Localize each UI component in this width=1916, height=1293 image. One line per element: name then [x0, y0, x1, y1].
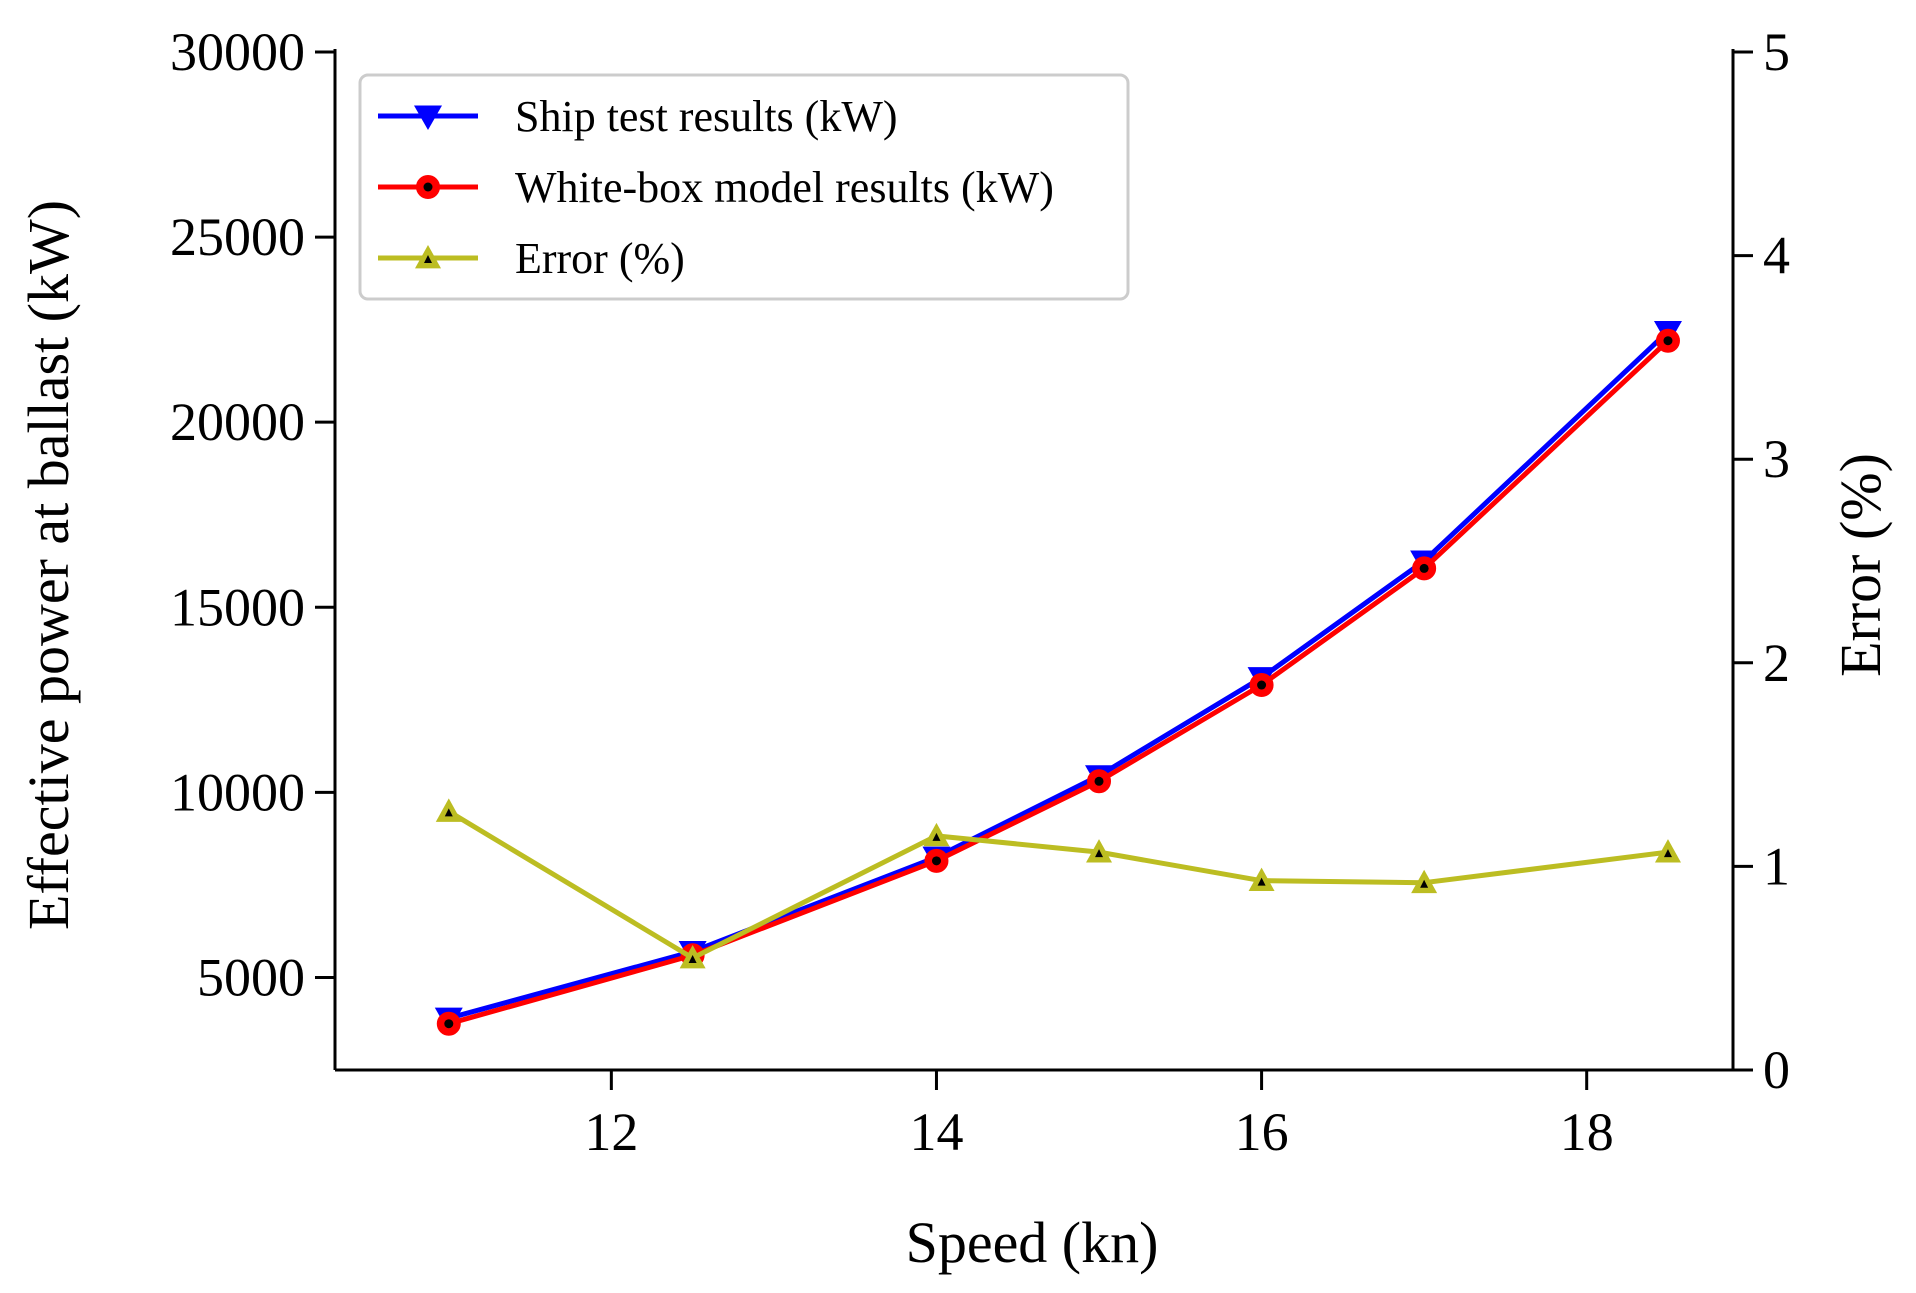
x-tick-label: 16 — [1235, 1102, 1289, 1162]
y2-tick-label: 5 — [1763, 22, 1790, 82]
series-1 — [434, 320, 1682, 1033]
y-axis-label: Effective power at ballast (kW) — [16, 200, 81, 930]
y-tick-label: 15000 — [170, 577, 305, 637]
y-tick-label: 20000 — [170, 392, 305, 452]
y2-tick-label: 0 — [1763, 1040, 1790, 1100]
series-3 — [435, 798, 1681, 969]
legend-entry: Ship test results (kW) — [378, 92, 898, 141]
y2-tick-label: 1 — [1763, 836, 1790, 896]
data-point-center — [688, 955, 697, 964]
data-point-center — [1663, 849, 1672, 858]
data-point-center — [1094, 776, 1104, 786]
y2-tick-label: 3 — [1763, 429, 1790, 489]
x-axis-label: Speed (kn) — [906, 1210, 1159, 1275]
data-point-center — [1095, 849, 1104, 858]
y2-tick-label: 4 — [1763, 226, 1790, 286]
y-tick-label: 30000 — [170, 22, 305, 82]
y2-tick-label: 2 — [1763, 633, 1790, 693]
legend-entries: Ship test results (kW) White-box model re… — [378, 92, 1054, 283]
x-tick-label: 18 — [1560, 1102, 1614, 1162]
series-line — [448, 329, 1670, 1021]
data-point-center — [1420, 879, 1429, 888]
legend-marker-center — [424, 255, 432, 263]
data-point-center — [1257, 680, 1267, 690]
series-line — [447, 809, 1669, 961]
series-layer — [434, 320, 1682, 1036]
legend-label: White-box model results (kW) — [515, 163, 1054, 212]
data-point-center — [1257, 877, 1266, 886]
legend: Ship test results (kW) White-box model re… — [358, 73, 1130, 301]
data-point-center — [444, 808, 453, 817]
x-tick-label: 14 — [909, 1102, 963, 1162]
y-tick-label: 10000 — [170, 762, 305, 822]
data-point-center — [932, 832, 941, 841]
legend-marker — [414, 105, 442, 130]
data-point-center — [1419, 563, 1429, 573]
y-tick-label: 5000 — [197, 947, 305, 1007]
x-tick-label: 12 — [584, 1102, 638, 1162]
y2-axis-label: Error (%) — [1828, 453, 1893, 677]
data-point-center — [931, 856, 941, 866]
legend-box — [358, 73, 1130, 301]
legend-label: Error (%) — [515, 234, 685, 283]
legend-marker-center — [423, 182, 433, 192]
series-2 — [436, 328, 1680, 1036]
data-point-center — [444, 1019, 454, 1029]
y-tick-label: 25000 — [170, 207, 305, 267]
legend-entry: Error (%) — [378, 234, 685, 283]
legend-label: Ship test results (kW) — [515, 92, 898, 141]
data-point-center — [1663, 336, 1673, 346]
legend-entry: White-box model results (kW) — [378, 163, 1054, 212]
